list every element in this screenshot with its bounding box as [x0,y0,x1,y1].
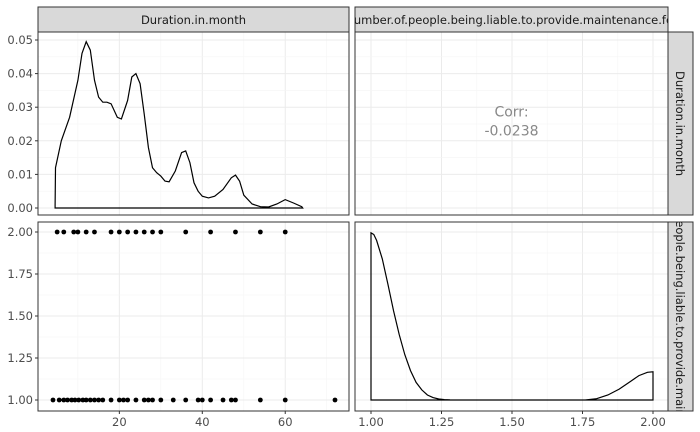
y-tick-label: 1.25 [7,351,33,365]
corr-value: -0.0238 [484,124,538,140]
x-tick-label: 20 [112,415,127,429]
y-tick-label: 0.05 [7,33,33,47]
scatter-point [199,397,205,403]
scatter-point [183,397,189,403]
scatter-point [72,397,78,403]
scatter-point [108,397,114,403]
panel-correlation: Corr: -0.0238 [354,31,669,216]
x-tick-label: 2.00 [640,415,666,429]
scatter-point [220,397,226,403]
scatter-point [83,229,89,235]
scatter-point [125,229,131,235]
panel-border [354,31,669,216]
scatter-point [116,397,122,403]
scatter-point [71,229,77,235]
scatter-point [332,397,338,403]
scatter-point [92,229,97,235]
x-tick-label: 1.00 [358,415,384,429]
scatter-point [170,397,176,403]
strip-right-bottom-label: Number.of.people.being.liable.to.provide… [673,150,687,432]
panel-duration-vs-people-scatter [37,221,350,412]
scatter-point [208,397,213,403]
scatter-point [208,229,213,235]
x-tick-label: 40 [195,415,210,429]
scatter-point [150,229,155,235]
strip-top-left-label: Duration.in.month [141,13,246,27]
panel-people-density [354,221,669,412]
panel-duration-density [37,31,350,216]
scatter-point [76,397,82,403]
x-tick-label: 1.50 [499,415,525,429]
scatter-point [61,397,67,403]
scatter-point [158,397,164,403]
scatter-point [195,397,201,403]
scatter-point [133,229,139,235]
strip-top-right-label: Number.of.people.being.liable.to.provide… [345,13,678,27]
scatter-point [233,229,238,235]
scatter-point [282,229,288,235]
scatter-point [61,229,67,235]
scatter-point [257,397,263,403]
scatter-point [50,397,56,403]
duration-density-curve [54,40,304,209]
scatter-point [158,229,164,235]
scatter-point [257,229,263,235]
strip-right-bottom [667,221,694,412]
scatter-point [125,397,131,403]
scatter-point [141,229,147,235]
corr-label: Corr: [494,105,528,121]
y-tick-label: 0.01 [7,167,33,181]
scatter-point [92,397,97,403]
scatter-point [65,397,70,403]
scatter-point [150,397,155,403]
strip-top-left [37,6,350,33]
y-tick-label: 1.50 [7,309,33,323]
x-tick-label: 1.75 [570,415,596,429]
scatter-point [116,229,122,235]
scatter-point [121,397,126,403]
y-tick-label: 2.00 [7,225,33,239]
panel-border [37,31,350,216]
x-tick-label: 60 [278,415,293,429]
x-tick-label: 1.25 [429,415,455,429]
strip-right-top-label: Duration.in.month [673,71,687,176]
scatter-point [80,397,86,403]
scatter-point [87,397,93,403]
scatter-point [100,397,106,403]
scatter-point [83,397,89,403]
scatter-point [282,397,288,403]
scatter-point [108,229,114,235]
scatter-point [96,397,102,403]
scatter-point [233,397,238,403]
panel-background [38,32,349,215]
y-tick-label: 0.03 [7,100,33,114]
y-tick-label: 0.00 [7,201,33,215]
people-density-curve [370,231,654,401]
scatter-point [145,397,151,403]
scatter-point [141,397,147,403]
scatter-point [69,397,75,403]
scatter-point [228,397,234,403]
scatter-point [56,397,62,403]
scatter-point [133,397,139,403]
strip-top-right [354,6,669,33]
y-tick-label: 0.04 [7,67,33,81]
scatter-point [54,229,60,235]
scatter-point [183,229,189,235]
axes-ticks: 0.00 0.01 0.02 0.03 0.04 0.05 1.00 1.25 1.50 1.75… [7,33,665,429]
y-tick-label: 0.02 [7,134,33,148]
scatter-point [75,229,81,235]
y-tick-label: 1.00 [7,393,33,407]
strip-right-top [667,31,694,216]
y-tick-label: 1.75 [7,267,33,281]
